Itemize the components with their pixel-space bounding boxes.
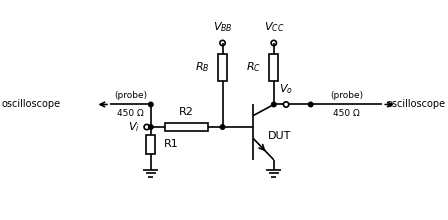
Text: $V_i$: $V_i$ [128, 120, 139, 134]
Bar [146, 135, 155, 154]
Text: $V_{BB}$: $V_{BB}$ [213, 20, 233, 34]
Bar [269, 54, 278, 81]
Circle shape [271, 102, 276, 107]
Text: (probe): (probe) [330, 91, 363, 100]
Circle shape [308, 102, 313, 107]
Text: $V_o$: $V_o$ [279, 82, 293, 96]
Text: 450 Ω: 450 Ω [333, 109, 360, 118]
Text: $V_{CC}$: $V_{CC}$ [263, 20, 284, 34]
Text: oscilloscope: oscilloscope [387, 99, 446, 110]
Text: oscilloscope: oscilloscope [1, 99, 60, 110]
Circle shape [220, 125, 225, 129]
Circle shape [149, 102, 153, 107]
Circle shape [149, 125, 153, 129]
Bar [165, 123, 208, 131]
Text: R1: R1 [164, 139, 179, 149]
Text: $R_B$: $R_B$ [195, 61, 209, 75]
Text: R2: R2 [179, 107, 194, 117]
Text: (probe): (probe) [114, 91, 147, 100]
Text: DUT: DUT [267, 131, 291, 141]
Text: $R_C$: $R_C$ [246, 61, 261, 75]
Bar [218, 54, 227, 81]
Text: 450 Ω: 450 Ω [117, 109, 144, 118]
